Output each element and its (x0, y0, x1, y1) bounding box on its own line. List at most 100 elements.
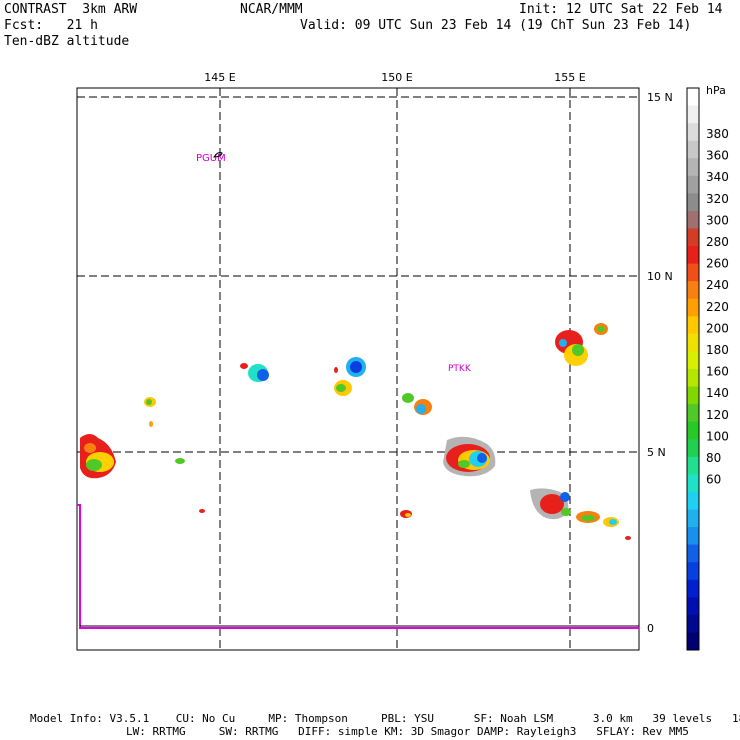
colorbar-swatch (687, 193, 699, 212)
colorbar-swatch (687, 228, 699, 247)
colorbar-swatch (687, 140, 699, 159)
colorbar-swatch (687, 404, 699, 423)
echo-cell (84, 443, 96, 453)
colorbar-swatch (687, 632, 699, 651)
colorbar-tick-label: 180 (706, 343, 729, 357)
colorbar-swatch (687, 527, 699, 546)
echo-cell (477, 453, 487, 463)
lat-label-10: 10 N (647, 270, 673, 283)
echo-cell (540, 494, 564, 514)
echo-cell (149, 421, 153, 427)
colorbar-swatch (687, 474, 699, 493)
echo-cell (609, 519, 617, 525)
colorbar-swatch (687, 123, 699, 142)
echo-cell (257, 369, 269, 381)
lat-label-15: 15 N (647, 91, 673, 104)
forecast-hour: Fcst: 21 h (4, 18, 98, 33)
colorbar-swatch (687, 614, 699, 633)
echo-cell (350, 361, 362, 373)
lon-label-155: 155 E (554, 71, 585, 84)
colorbar-tick-label: 260 (706, 257, 729, 271)
lat-label-5: 5 N (647, 446, 666, 459)
echo-cell (405, 513, 411, 517)
model-info-line1: Model Info: V3.5.1 CU: No Cu MP: Thompso… (30, 712, 740, 725)
valid-time: Valid: 09 UTC Sun 23 Feb 14 (19 ChT Sun … (300, 18, 692, 33)
colorbar-tick-label: 160 (706, 365, 729, 379)
colorbar-swatch (687, 439, 699, 458)
echo-cell (416, 404, 426, 414)
lon-label-145: 145 E (204, 71, 235, 84)
echo-cell (146, 399, 152, 405)
colorbar-swatch (687, 579, 699, 598)
colorbar-tick-label: 300 (706, 213, 729, 227)
colorbar-swatch (687, 544, 699, 563)
colorbar-tick-label: 100 (706, 429, 729, 443)
echo-cell (336, 384, 346, 392)
init-time: Init: 12 UTC Sat 22 Feb 14 (519, 2, 723, 17)
colorbar-swatch (687, 386, 699, 405)
colorbar-tick-label: 60 (706, 473, 721, 487)
colorbar-swatch (687, 88, 699, 107)
colorbar-swatch (687, 246, 699, 265)
colorbar-swatch (687, 369, 699, 388)
colorbar-swatch (687, 175, 699, 194)
colorbar-swatch (687, 597, 699, 616)
colorbar-frame (686, 87, 700, 651)
colorbar-swatch (687, 298, 699, 317)
colorbar-tick-label: 80 (706, 451, 721, 465)
bottom-value-label: 0 (647, 622, 654, 635)
colorbar-swatch (687, 281, 699, 300)
echo-cell (240, 363, 248, 369)
organization: NCAR/MMM (240, 2, 303, 17)
colorbar-swatch (687, 491, 699, 510)
colorbar-labels: 380 360 340 320 300 280 260 240 220 200 180 160 140 1… (706, 127, 729, 487)
lon-label-150: 150 E (381, 71, 412, 84)
echo-cell (581, 515, 595, 521)
colorbar-swatch (687, 509, 699, 528)
echo-cell (402, 393, 414, 403)
echo-cell (175, 458, 185, 464)
echo-cell (597, 326, 605, 332)
colorbar-swatch (687, 333, 699, 352)
colorbar-tick-label: 140 (706, 386, 729, 400)
echo-cell (559, 339, 567, 347)
cross-section-line (77, 504, 639, 629)
station-ptkk: PTKK (448, 364, 472, 374)
echo-cell (560, 492, 570, 502)
echo-cell (625, 536, 631, 540)
colorbar-swatch (687, 316, 699, 335)
model-name: CONTRAST 3km ARW (4, 2, 138, 17)
colorbar-swatch (687, 210, 699, 229)
colorbar-unit: hPa (706, 84, 726, 97)
colorbar-tick-label: 240 (706, 278, 729, 292)
colorbar-tick-label: 360 (706, 149, 729, 163)
grid-lines (77, 88, 639, 650)
colorbar-tick-label: 340 (706, 170, 729, 184)
colorbar-swatch (687, 456, 699, 475)
colorbar-swatch (687, 421, 699, 440)
colorbar-tick-label: 320 (706, 192, 729, 206)
colorbar-tick-label: 220 (706, 300, 729, 314)
echo-cell (572, 344, 584, 356)
echo-cell (334, 367, 338, 373)
colorbar-tick-label: 200 (706, 321, 729, 335)
colorbar-tick-label: 120 (706, 408, 729, 422)
colorbar-swatch (687, 105, 699, 124)
colorbar-swatch (687, 351, 699, 370)
echo-cell (199, 509, 205, 513)
field-name: Ten-dBZ altitude (4, 34, 130, 49)
colorbar-swatch (687, 263, 699, 282)
station-pgum: PGUM (196, 153, 226, 164)
echo-cell (561, 508, 571, 516)
colorbar (686, 87, 700, 651)
model-info-line2: LW: RRTMG SW: RRTMG DIFF: simple KM: 3D … (126, 725, 689, 738)
echo-cell (86, 459, 102, 471)
echo-cells (80, 323, 631, 540)
colorbar-swatch (687, 562, 699, 581)
colorbar-swatch (687, 158, 699, 177)
colorbar-tick-label: 380 (706, 127, 729, 141)
echo-cell (458, 460, 470, 468)
guam-coastline (213, 152, 223, 158)
map-frame (76, 87, 640, 651)
